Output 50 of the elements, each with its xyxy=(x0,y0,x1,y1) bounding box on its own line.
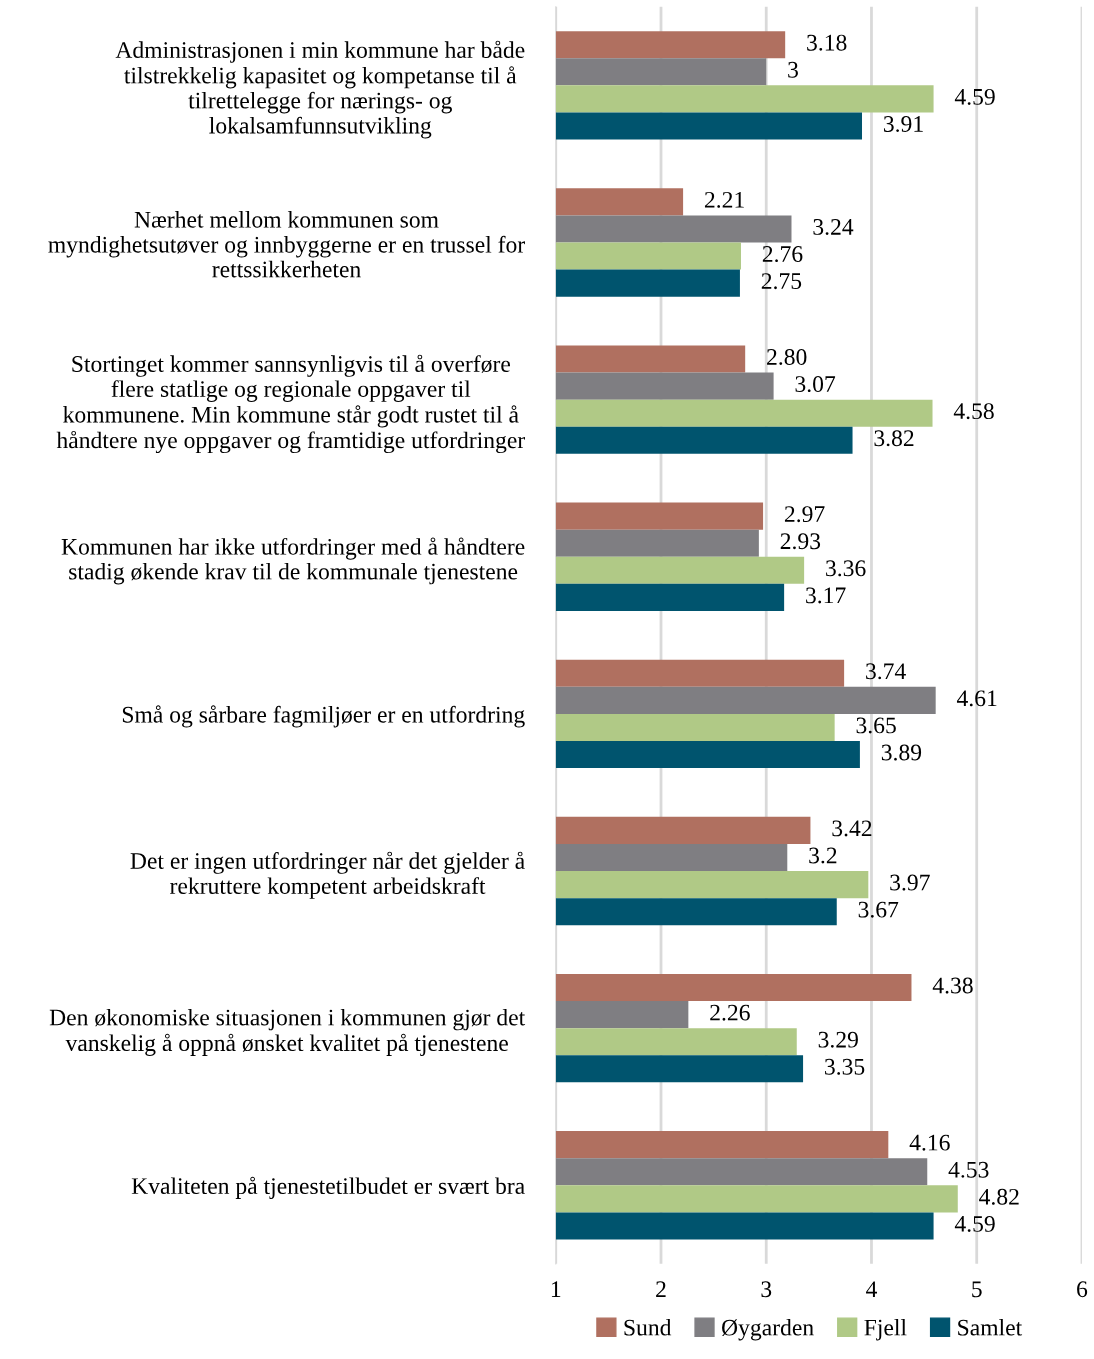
data-label: 4.61 xyxy=(956,690,997,707)
data-label: 2.76 xyxy=(762,246,803,263)
data-label: 3.24 xyxy=(813,218,854,235)
data-label: 2.26 xyxy=(710,1004,750,1021)
y-tick-label: Kommunen har ikke utfordringer med å håndtere stadig økende krav til de kommunale tjenestene xyxy=(61,537,525,585)
data-label: 3.74 xyxy=(866,663,906,680)
data-label: 3.89 xyxy=(881,744,922,761)
data-label: 3.67 xyxy=(858,901,899,918)
x-tick-label: 1 xyxy=(551,1281,561,1297)
data-label: 2.80 xyxy=(767,348,807,366)
data-label: 3.65 xyxy=(856,717,896,734)
data-label: 2.21 xyxy=(704,191,744,208)
y-tick-label: Stortinget kommer sannsynligvis til å overføre flere statlige og regionale oppgaver til kommunene. Min kommune står godt rustet til å håndtere nye oppgaver og framtidige utfordringer xyxy=(56,354,525,454)
data-label: 2.75 xyxy=(761,273,802,290)
x-tick-label: 2 xyxy=(656,1281,666,1297)
data-label: 4.38 xyxy=(932,977,973,994)
y-tick-label: Administrasjonen i min kommune har både tilstrekkelig kapasitet og kompetanse til å tilrettelegge for nærings- og lokalsamfunnsutvikling xyxy=(115,40,525,139)
data-label: 3.35 xyxy=(825,1058,865,1075)
data-label: 3.97 xyxy=(890,874,930,891)
data-label: 3.07 xyxy=(795,376,836,393)
data-label: 3.36 xyxy=(826,560,866,577)
data-label: 3.42 xyxy=(832,820,872,837)
legend-label: Øygarden xyxy=(722,1318,814,1341)
data-label: 3.17 xyxy=(806,587,846,604)
data-label: 2.93 xyxy=(780,533,821,550)
data-label: 3.29 xyxy=(818,1031,858,1048)
legend-label: Sund xyxy=(624,1318,672,1336)
y-tick-label: Det er ingen utfordringer når det gjelder å rekruttere kompetent arbeidskraft xyxy=(130,851,525,899)
legend-label: Fjell xyxy=(864,1318,907,1341)
x-tick-label: 4 xyxy=(866,1281,878,1297)
data-label: 2.97 xyxy=(784,506,825,523)
data-label: 4.53 xyxy=(948,1161,989,1178)
y-tick-label: Den økonomiske situasjonen i kommunen gjør det vanskelig å oppnå ønsket kvalitet på tjenestene xyxy=(49,1008,526,1056)
data-label: 4.82 xyxy=(979,1188,1019,1205)
y-tick-label: Små og sårbare fagmiljøer er en utfordring xyxy=(122,705,525,728)
y-tick-label: Nærhet mellom kommunen som myndighetsutøver og innbyggerne er en trussel for rettssikkerheten xyxy=(48,211,525,278)
data-label: 3.82 xyxy=(874,430,914,447)
legend-label: Samlet xyxy=(958,1318,1023,1336)
data-label: 3 xyxy=(788,61,798,78)
data-label: 4.16 xyxy=(909,1134,950,1151)
data-label: 3.2 xyxy=(809,847,837,864)
data-label: 4.59 xyxy=(954,88,995,105)
x-tick-label: 3 xyxy=(761,1281,772,1298)
data-label: 3.91 xyxy=(883,116,923,133)
x-tick-label: 6 xyxy=(1077,1281,1088,1298)
data-label: 4.59 xyxy=(954,1215,995,1232)
data-label: 4.58 xyxy=(953,403,994,420)
y-tick-label: Kvaliteten på tjenestetilbudet er svært bra xyxy=(131,1176,525,1199)
x-tick-label: 5 xyxy=(972,1281,982,1298)
data-label: 3.18 xyxy=(807,34,847,51)
